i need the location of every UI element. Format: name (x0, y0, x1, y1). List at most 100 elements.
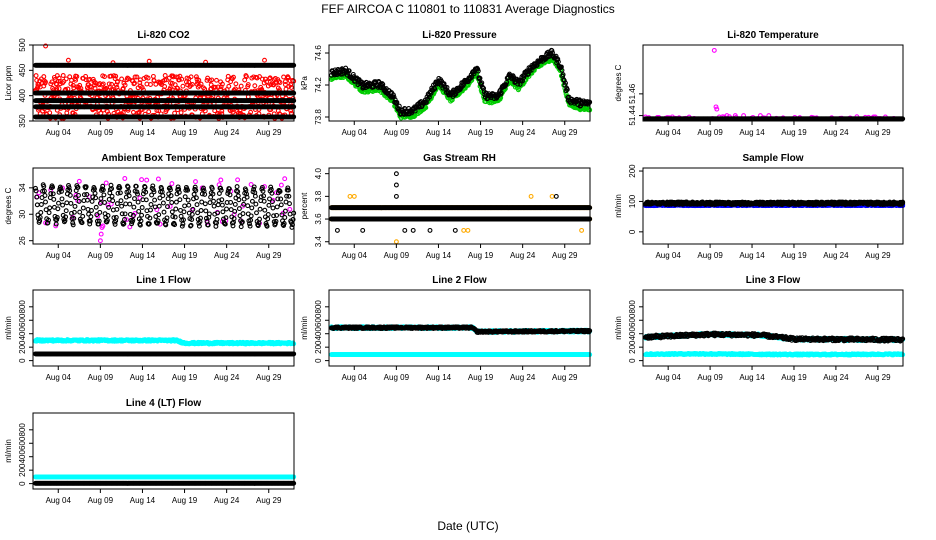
x-tick-label: Aug 04 (342, 128, 368, 137)
data-point (161, 209, 167, 215)
data-point (72, 203, 78, 209)
data-point (169, 200, 175, 205)
data-point (209, 77, 215, 83)
data-point (245, 82, 251, 88)
data-point (102, 74, 107, 80)
y-axis-label: percent (300, 192, 309, 219)
data-point (152, 197, 158, 203)
data-point (265, 212, 271, 217)
series-4 (33, 104, 297, 110)
data-point (113, 73, 119, 79)
data-point (151, 78, 157, 84)
data-point (169, 209, 175, 215)
data-point (109, 81, 115, 87)
plot-frame (642, 44, 904, 122)
data-point (49, 79, 55, 85)
data-point (178, 213, 184, 219)
data-point (56, 86, 62, 92)
y-tick-label: 350 (18, 114, 27, 128)
data-point (98, 231, 104, 237)
y-tick-label: 51.44 (628, 105, 637, 126)
series-1 (33, 62, 297, 68)
data-point (74, 74, 80, 79)
data-point (60, 73, 66, 78)
data-point (118, 198, 124, 204)
data-point (234, 184, 240, 190)
y-tick-label: 73.8 (314, 109, 323, 125)
data-point (198, 208, 204, 213)
data-point (153, 81, 159, 87)
data-point (278, 202, 284, 208)
data-point (76, 178, 82, 184)
x-tick-label: Aug 24 (214, 128, 240, 137)
x-tick-label: Aug 14 (130, 251, 156, 260)
data-point (46, 210, 52, 216)
x-tick-label: Aug 09 (88, 128, 114, 137)
y-tick-label: 34 (18, 183, 27, 192)
data-point (97, 238, 103, 244)
data-point (109, 193, 115, 199)
data-point (211, 203, 217, 209)
x-tick-label: Aug 24 (214, 251, 240, 260)
data-point (236, 197, 242, 203)
data-point (257, 74, 262, 80)
data-point (123, 201, 129, 207)
data-point (172, 110, 178, 116)
data-point (160, 200, 166, 206)
series-0 (643, 47, 897, 122)
x-tick-label: Aug 09 (384, 128, 410, 137)
data-point (150, 183, 156, 189)
data-point (270, 205, 276, 211)
y-tick-label: 51.46 (628, 83, 637, 104)
data-point (264, 79, 270, 85)
y-tick-label: 400 (18, 88, 27, 102)
data-point (215, 202, 221, 208)
data-point (57, 81, 63, 87)
data-point (169, 181, 175, 187)
data-point (162, 84, 168, 89)
data-point (194, 202, 200, 208)
data-point (202, 201, 208, 207)
series-1 (33, 182, 297, 230)
data-point (114, 201, 120, 207)
data-point (249, 205, 255, 211)
data-points (33, 176, 297, 244)
data-point (78, 85, 84, 91)
data-point (60, 202, 66, 208)
data-point (139, 205, 145, 210)
data-point (122, 82, 128, 88)
data-point (103, 180, 109, 186)
data-point (130, 109, 136, 115)
data-point (108, 73, 114, 79)
data-point (131, 204, 137, 210)
data-point (146, 58, 152, 64)
data-points (329, 47, 593, 121)
data-point (188, 74, 194, 80)
data-point (156, 203, 162, 209)
data-point (193, 74, 199, 80)
data-point (173, 206, 179, 212)
data-point (76, 192, 81, 198)
data-point (249, 198, 255, 204)
data-point (282, 215, 288, 220)
data-point (177, 197, 183, 203)
data-point (189, 81, 195, 87)
data-points (643, 47, 906, 122)
data-point (278, 182, 284, 188)
data-point (180, 83, 186, 89)
series-5 (33, 114, 297, 120)
data-point (119, 76, 125, 82)
data-point (238, 83, 244, 89)
data-point (33, 73, 39, 79)
x-tick-label: Aug 19 (468, 128, 494, 137)
data-point (259, 76, 265, 82)
data-point (218, 177, 224, 183)
data-point (63, 76, 69, 82)
data-point (287, 201, 292, 207)
y-tick-label: 450 (18, 63, 27, 77)
